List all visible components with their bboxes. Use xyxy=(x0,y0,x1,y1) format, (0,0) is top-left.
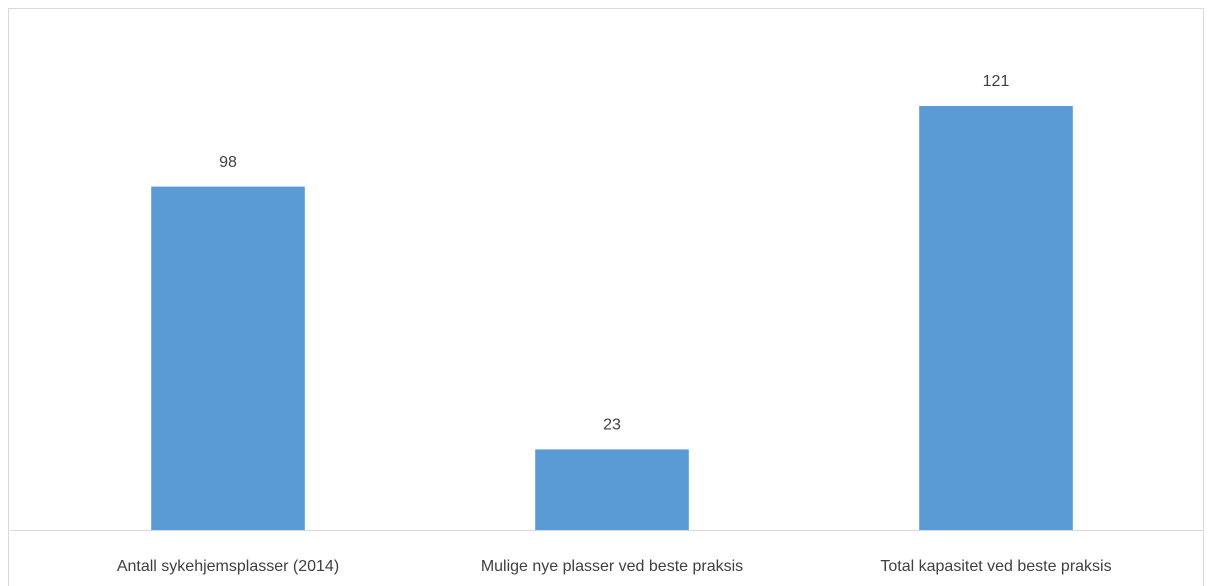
bar xyxy=(919,105,1073,530)
x-tick-label: Mulige nye plasser ved beste praksis xyxy=(481,558,743,575)
bar xyxy=(151,186,305,530)
data-label: 98 xyxy=(219,154,237,171)
x-tick-label: Total kapasitet ved beste praksis xyxy=(880,558,1111,575)
chart-frame xyxy=(8,8,1204,586)
data-label: 23 xyxy=(603,417,621,434)
x-tick-label: Antall sykehjemsplasser (2014) xyxy=(117,558,339,575)
bar xyxy=(535,449,689,530)
data-label: 121 xyxy=(983,73,1010,90)
